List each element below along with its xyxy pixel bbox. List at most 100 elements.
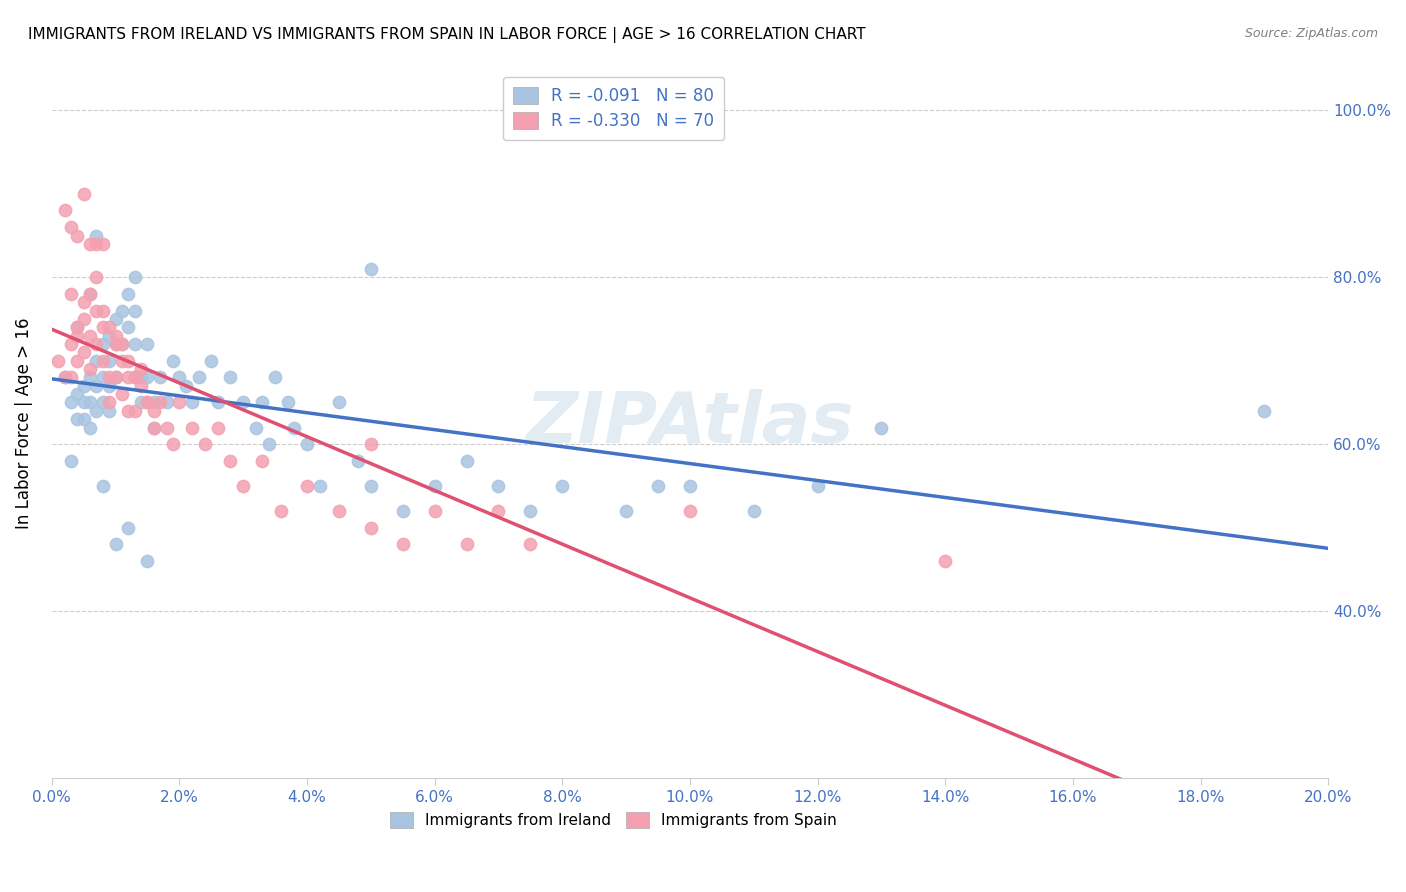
Point xyxy=(104,370,127,384)
Point xyxy=(347,454,370,468)
Point xyxy=(117,370,139,384)
Point xyxy=(117,287,139,301)
Point xyxy=(66,320,89,334)
Point xyxy=(111,337,134,351)
Point xyxy=(423,479,446,493)
Point xyxy=(111,353,134,368)
Point xyxy=(207,395,229,409)
Point xyxy=(117,404,139,418)
Point xyxy=(142,420,165,434)
Point xyxy=(391,537,413,551)
Point xyxy=(66,328,89,343)
Point xyxy=(423,504,446,518)
Point xyxy=(136,337,159,351)
Point xyxy=(806,479,828,493)
Point xyxy=(142,404,165,418)
Point xyxy=(679,479,702,493)
Point xyxy=(86,379,108,393)
Point xyxy=(129,379,152,393)
Point xyxy=(79,328,101,343)
Legend: Immigrants from Ireland, Immigrants from Spain: Immigrants from Ireland, Immigrants from… xyxy=(384,806,844,834)
Point xyxy=(295,437,318,451)
Point xyxy=(117,521,139,535)
Point xyxy=(136,554,159,568)
Point xyxy=(73,412,96,426)
Point xyxy=(73,186,96,201)
Text: IMMIGRANTS FROM IRELAND VS IMMIGRANTS FROM SPAIN IN LABOR FORCE | AGE > 16 CORRE: IMMIGRANTS FROM IRELAND VS IMMIGRANTS FR… xyxy=(28,27,866,43)
Point xyxy=(295,479,318,493)
Point xyxy=(124,337,146,351)
Point xyxy=(169,395,191,409)
Point xyxy=(104,337,127,351)
Point xyxy=(129,395,152,409)
Point xyxy=(181,395,204,409)
Point xyxy=(91,370,114,384)
Point xyxy=(136,395,159,409)
Point xyxy=(870,420,893,434)
Point xyxy=(111,337,134,351)
Point xyxy=(86,236,108,251)
Point xyxy=(91,320,114,334)
Point xyxy=(149,370,172,384)
Point xyxy=(124,404,146,418)
Point xyxy=(86,337,108,351)
Point xyxy=(86,353,108,368)
Point xyxy=(456,537,478,551)
Point xyxy=(98,379,121,393)
Point xyxy=(98,328,121,343)
Point xyxy=(142,420,165,434)
Point xyxy=(98,320,121,334)
Point xyxy=(328,395,350,409)
Point xyxy=(79,395,101,409)
Point xyxy=(614,504,637,518)
Point xyxy=(53,370,76,384)
Point xyxy=(73,345,96,359)
Point xyxy=(391,504,413,518)
Point xyxy=(181,420,204,434)
Point xyxy=(46,353,69,368)
Point xyxy=(360,261,382,276)
Point xyxy=(219,454,242,468)
Point xyxy=(98,370,121,384)
Point xyxy=(360,521,382,535)
Point xyxy=(117,353,139,368)
Point xyxy=(283,420,305,434)
Point xyxy=(679,504,702,518)
Point xyxy=(360,437,382,451)
Point xyxy=(86,270,108,285)
Point xyxy=(169,370,191,384)
Point xyxy=(98,353,121,368)
Point xyxy=(73,295,96,310)
Point xyxy=(519,504,541,518)
Point xyxy=(257,437,280,451)
Point xyxy=(66,228,89,243)
Point xyxy=(162,353,184,368)
Point xyxy=(86,228,108,243)
Point xyxy=(136,395,159,409)
Point xyxy=(53,370,76,384)
Point xyxy=(111,387,134,401)
Point xyxy=(519,537,541,551)
Point xyxy=(79,370,101,384)
Point xyxy=(277,395,299,409)
Point xyxy=(104,312,127,326)
Point xyxy=(488,504,510,518)
Point xyxy=(79,236,101,251)
Point xyxy=(79,287,101,301)
Point xyxy=(142,395,165,409)
Point xyxy=(104,537,127,551)
Point xyxy=(86,303,108,318)
Point xyxy=(104,328,127,343)
Point xyxy=(124,370,146,384)
Y-axis label: In Labor Force | Age > 16: In Labor Force | Age > 16 xyxy=(15,318,32,529)
Point xyxy=(66,387,89,401)
Point xyxy=(117,320,139,334)
Point xyxy=(194,437,217,451)
Point xyxy=(252,454,274,468)
Point xyxy=(328,504,350,518)
Point xyxy=(232,479,254,493)
Point xyxy=(98,404,121,418)
Point xyxy=(270,504,292,518)
Point xyxy=(59,395,82,409)
Point xyxy=(91,236,114,251)
